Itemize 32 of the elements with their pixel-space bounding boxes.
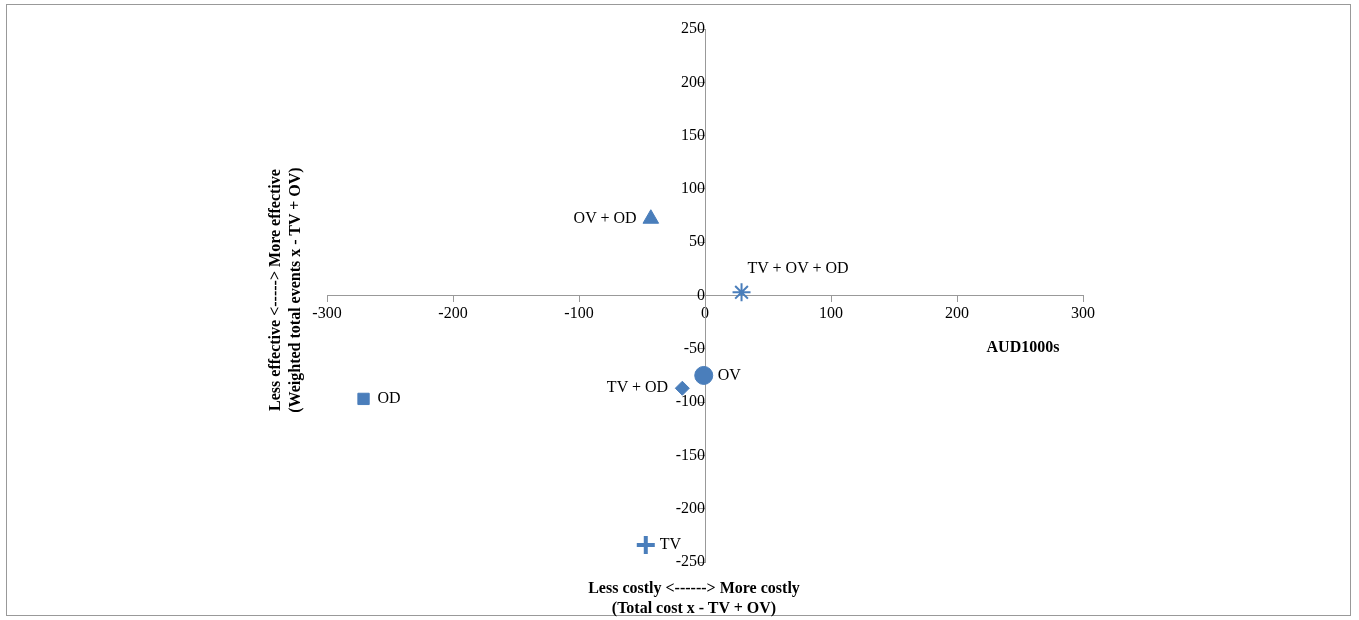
x-tick-label: -300 bbox=[312, 304, 342, 322]
x-axis-title: Less costly <------> More costly (Total cost x - TV + OV) bbox=[588, 578, 800, 618]
y-tick-label: -200 bbox=[675, 498, 705, 516]
y-tick-label: 50 bbox=[689, 232, 705, 250]
point bbox=[634, 533, 657, 556]
series-label: OV + OD bbox=[573, 208, 637, 226]
x-tick-label: -200 bbox=[438, 304, 468, 322]
series-label: TV + OD bbox=[606, 378, 669, 396]
series-label: OD bbox=[377, 389, 401, 407]
annotation: AUD1000s bbox=[986, 337, 1060, 357]
point bbox=[642, 209, 660, 224]
point bbox=[694, 365, 714, 385]
series-label: OV bbox=[717, 365, 742, 383]
point bbox=[674, 380, 690, 396]
y-tick-label: -250 bbox=[675, 552, 705, 570]
x-tick-label: 200 bbox=[945, 304, 969, 322]
y-tick-label: 100 bbox=[681, 179, 705, 197]
point bbox=[357, 392, 370, 406]
y-tick-label: -100 bbox=[675, 392, 705, 410]
series-label: TV bbox=[659, 535, 682, 553]
y-tick-label: -50 bbox=[683, 339, 705, 356]
point bbox=[731, 282, 752, 303]
y-tick-label: 0 bbox=[697, 285, 705, 303]
y-tick-label: 200 bbox=[681, 72, 705, 90]
y-tick-label: 150 bbox=[681, 125, 705, 143]
y-axis-title: Less effective <-----> More effective (Weighted total events x - TV + OV) bbox=[265, 167, 305, 413]
x-tick-label: 100 bbox=[819, 304, 843, 322]
x-tick-label: -100 bbox=[564, 304, 594, 322]
y-tick-label: 250 bbox=[681, 19, 705, 37]
x-tick-label: 300 bbox=[1071, 304, 1095, 322]
y-tick-label: -150 bbox=[675, 445, 705, 463]
series-label: TV + OV + OD bbox=[747, 258, 849, 276]
